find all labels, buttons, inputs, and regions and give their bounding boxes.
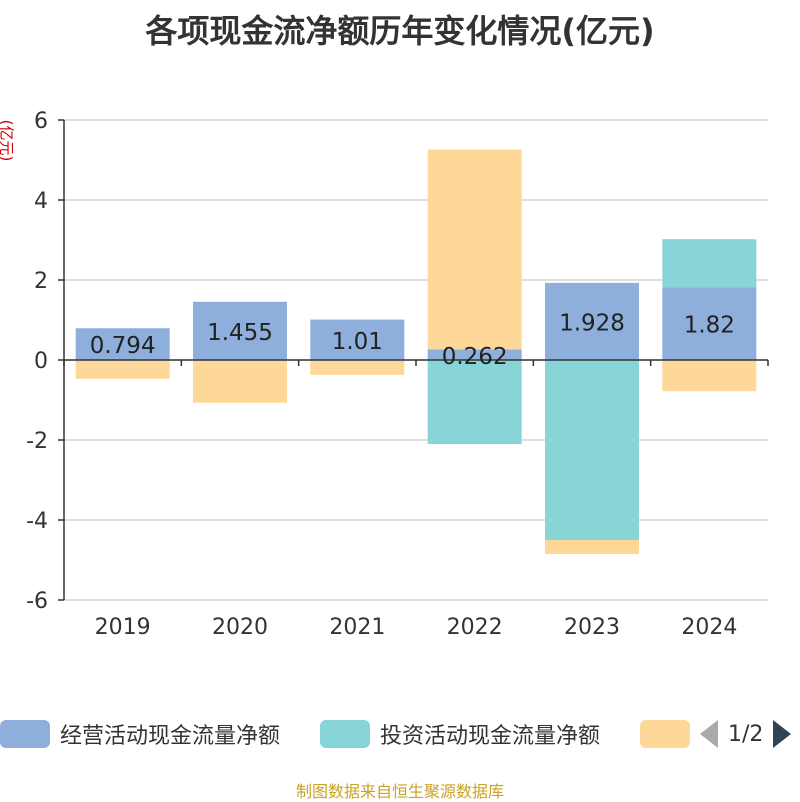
bar-series <box>75 149 757 554</box>
data-label: 0.262 <box>442 344 508 370</box>
x-tick-label: 2019 <box>95 615 151 640</box>
y-tick-label: 6 <box>34 109 48 134</box>
legend: 经营活动现金流量净额 投资活动现金流量净额 <box>0 716 800 756</box>
x-tick-label: 2023 <box>564 615 620 640</box>
x-tick-label: 2022 <box>447 615 503 640</box>
legend-swatch-operating <box>0 720 50 748</box>
legend-page-indicator: 1/2 <box>728 721 764 747</box>
data-source-note: 制图数据来自恒生聚源数据库 <box>295 782 504 801</box>
legend-prev-page-icon[interactable] <box>700 720 718 748</box>
bar-2-2022 <box>427 149 522 350</box>
bar-2-2019 <box>75 360 170 379</box>
data-label: 1.82 <box>684 313 735 339</box>
legend-item-third[interactable] <box>640 716 690 752</box>
axes: 6 4 2 0 -2 -4 -6 2019 2020 2021 2022 2023 2024 <box>26 109 769 640</box>
x-tick-label: 2021 <box>329 615 385 640</box>
data-label: 1.455 <box>207 320 273 346</box>
bar-2-2023 <box>545 540 639 554</box>
x-tick-label: 2024 <box>681 615 737 640</box>
bar-0-2021 <box>310 319 405 360</box>
bar-2-2020 <box>193 360 287 403</box>
data-label: 1.928 <box>559 310 625 336</box>
bar-0-2019 <box>75 328 170 360</box>
legend-pager: 1/2 <box>700 720 792 748</box>
legend-label-investing: 投资活动现金流量净额 <box>380 724 601 749</box>
bar-0-2022 <box>427 349 522 360</box>
bar-chart: 6 4 2 0 -2 -4 -6 2019 2020 2021 2022 2023 2024 0.794… <box>26 109 769 640</box>
bar-1-2024 <box>662 239 757 288</box>
y-tick-label: 4 <box>34 189 48 214</box>
y-tick-label: -4 <box>26 509 48 534</box>
data-label: 0.794 <box>90 333 156 359</box>
y-tick-label: 0 <box>34 349 48 374</box>
bar-1-2022 <box>427 360 522 444</box>
legend-item-operating[interactable]: 经营活动现金流量净额 <box>0 716 280 752</box>
bar-2-2024 <box>662 360 757 392</box>
legend-next-page-icon[interactable] <box>773 720 792 748</box>
bar-2-2021 <box>310 360 405 375</box>
x-tick-label: 2020 <box>212 615 268 640</box>
bar-0-2020 <box>193 301 287 360</box>
data-label: 1.01 <box>332 329 383 355</box>
legend-swatch-investing <box>320 720 370 748</box>
bar-0-2024 <box>662 287 757 360</box>
legend-item-investing[interactable]: 投资活动现金流量净额 <box>320 716 600 752</box>
legend-label-operating: 经营活动现金流量净额 <box>60 724 281 749</box>
data-labels: 0.794 1.455 1.01 0.262 1.928 1.82 <box>90 310 735 369</box>
bar-1-2023 <box>545 360 639 540</box>
chart-title: 各项现金流净额历年变化情况(亿元) <box>145 12 655 50</box>
y-tick-label: -6 <box>26 589 48 614</box>
bar-0-2023 <box>545 282 639 360</box>
legend-swatch-third <box>640 720 690 748</box>
y-tick-label: -2 <box>26 429 48 454</box>
y-tick-label: 2 <box>34 269 48 294</box>
